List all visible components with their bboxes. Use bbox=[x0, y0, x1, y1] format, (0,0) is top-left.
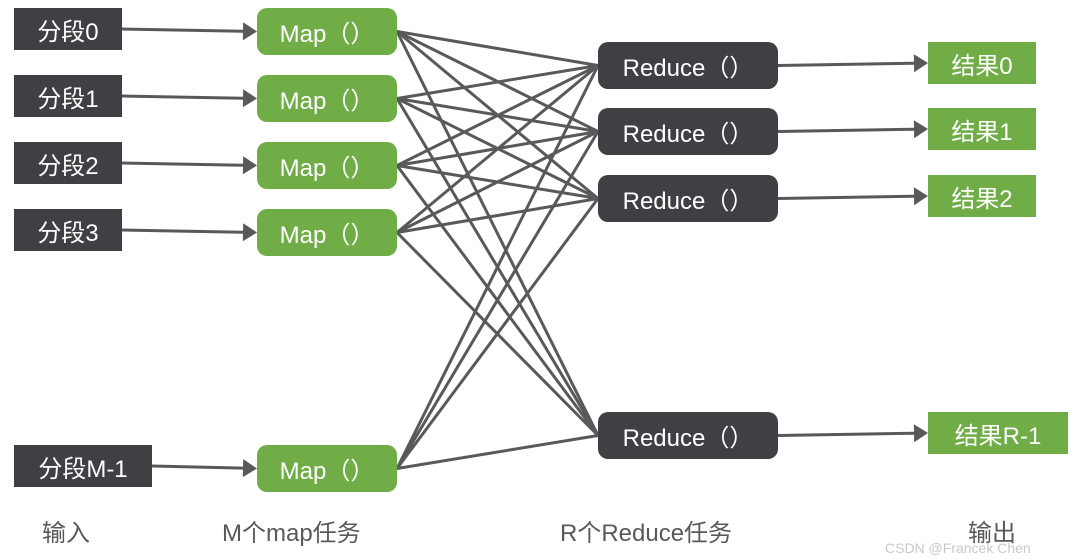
map-node-m1: Map（） bbox=[257, 75, 397, 122]
edge-arrow bbox=[778, 120, 928, 138]
edge-shuffle bbox=[397, 132, 598, 166]
input-node-in3: 分段3 bbox=[14, 209, 122, 251]
output-node-o2: 结果2 bbox=[928, 175, 1036, 217]
edge-shuffle bbox=[397, 32, 598, 199]
edge-shuffle bbox=[397, 66, 598, 233]
reduce-node-r0: Reduce（） bbox=[598, 42, 778, 89]
edge-shuffle bbox=[397, 32, 598, 66]
column-label: M个map任务 bbox=[222, 513, 361, 548]
edge-shuffle bbox=[397, 32, 598, 132]
edge-shuffle bbox=[397, 32, 598, 436]
output-node-oR: 结果R-1 bbox=[928, 412, 1068, 454]
input-node-in1: 分段1 bbox=[14, 75, 122, 117]
edge-shuffle bbox=[397, 436, 598, 469]
column-label: R个Reduce任务 bbox=[560, 513, 732, 548]
edge-arrow bbox=[152, 459, 257, 477]
edge-shuffle bbox=[397, 166, 598, 199]
output-node-o0: 结果0 bbox=[928, 42, 1036, 84]
edge-shuffle bbox=[397, 99, 598, 199]
map-node-mM: Map（） bbox=[257, 445, 397, 492]
edge-shuffle bbox=[397, 233, 598, 436]
edge-shuffle bbox=[397, 132, 598, 469]
edge-shuffle bbox=[397, 99, 598, 132]
edge-shuffle bbox=[397, 199, 598, 233]
edge-arrow bbox=[122, 156, 257, 174]
edge-arrow bbox=[778, 187, 928, 205]
watermark-text: CSDN @Francek Chen bbox=[885, 540, 1031, 556]
map-node-m2: Map（） bbox=[257, 142, 397, 189]
edge-shuffle bbox=[397, 132, 598, 233]
edge-arrow bbox=[778, 54, 928, 72]
map-node-m0: Map（） bbox=[257, 8, 397, 55]
edge-shuffle bbox=[397, 66, 598, 99]
reduce-node-r2: Reduce（） bbox=[598, 175, 778, 222]
edge-arrow bbox=[778, 424, 928, 442]
output-node-o1: 结果1 bbox=[928, 108, 1036, 150]
map-node-m3: Map（） bbox=[257, 209, 397, 256]
edge-arrow bbox=[122, 22, 257, 40]
input-node-in2: 分段2 bbox=[14, 142, 122, 184]
edge-shuffle bbox=[397, 99, 598, 436]
reduce-node-r1: Reduce（） bbox=[598, 108, 778, 155]
edge-arrow bbox=[122, 223, 257, 241]
reduce-node-rR: Reduce（） bbox=[598, 412, 778, 459]
edge-shuffle bbox=[397, 166, 598, 436]
edge-shuffle bbox=[397, 199, 598, 469]
edge-arrow bbox=[122, 89, 257, 107]
column-label: 输入 bbox=[42, 513, 90, 548]
input-node-in0: 分段0 bbox=[14, 8, 122, 50]
input-node-inM: 分段M-1 bbox=[14, 445, 152, 487]
edge-shuffle bbox=[397, 66, 598, 166]
edge-shuffle bbox=[397, 66, 598, 469]
